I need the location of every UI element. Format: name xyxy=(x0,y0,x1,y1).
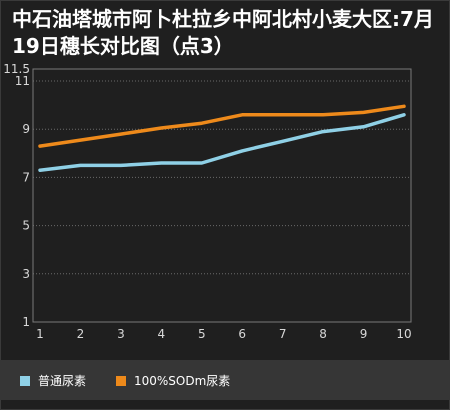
series-line-1 xyxy=(38,113,406,172)
legend-label-series-1: 普通尿素 xyxy=(38,374,87,388)
chart-title: 中石油塔城市阿卜杜拉乡中阿北村小麦大区:7月19日穗长对比图（点3） xyxy=(12,7,434,58)
y-tick-label: 7 xyxy=(22,170,30,184)
legend-label-series-2: 100%SODm尿素 xyxy=(134,374,231,388)
legend: 普通尿素 100%SODm尿素 xyxy=(0,360,450,400)
x-tick-label: 1 xyxy=(36,327,44,341)
grid-layer xyxy=(33,80,411,275)
series-layer xyxy=(38,104,406,172)
x-tick-label: 2 xyxy=(77,327,85,341)
legend-item-series-1: 普通尿素 xyxy=(20,372,86,389)
x-tick-label: 9 xyxy=(360,327,368,341)
plot-area-border xyxy=(32,68,412,323)
legend-swatch-series-1 xyxy=(20,375,30,386)
x-tick-label: 7 xyxy=(279,327,287,341)
y-tick-label: 5 xyxy=(22,219,30,233)
x-tick-label: 10 xyxy=(396,327,411,341)
x-tick-label: 8 xyxy=(319,327,327,341)
y-tick-label: 1 xyxy=(22,315,30,329)
y-tick-label: 11 xyxy=(15,74,30,88)
legend-item-series-2: 100%SODm尿素 xyxy=(116,372,230,389)
y-tick-label: 11.5 xyxy=(3,62,30,76)
series-line-2 xyxy=(38,104,406,148)
y-tick-label: 9 xyxy=(22,122,30,136)
y-tick-label: 3 xyxy=(22,267,30,281)
x-tick-label: 4 xyxy=(158,327,166,341)
legend-swatch-series-2 xyxy=(116,375,126,386)
x-tick-label: 6 xyxy=(238,327,246,341)
x-tick-label: 3 xyxy=(117,327,125,341)
x-tick-label: 5 xyxy=(198,327,206,341)
